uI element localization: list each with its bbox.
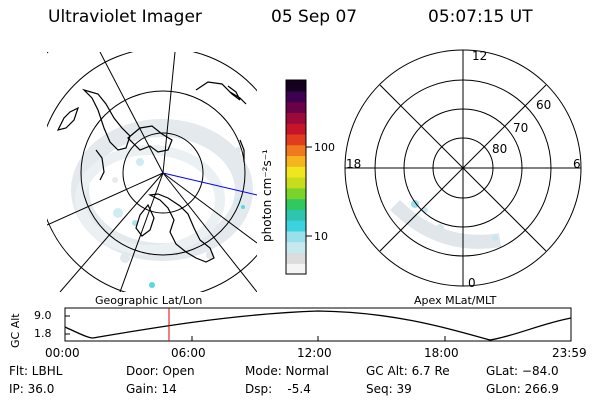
colorbar-swatch xyxy=(286,166,306,178)
colorbar-swatch xyxy=(286,155,306,167)
info-mode: Mode: Normal xyxy=(245,364,329,378)
colorbar-swatch xyxy=(286,112,306,124)
info-glon: GLon: 266.9 xyxy=(486,382,559,396)
mlt-lat-label-70: 70 xyxy=(513,121,529,135)
colorbar-tick-label-10: 10 xyxy=(314,230,328,243)
colorbar-swatch xyxy=(286,90,306,103)
colorbar-tick-label-100: 100 xyxy=(314,141,335,154)
time-label: 05:07:15 UT xyxy=(428,7,533,27)
altitude-curve xyxy=(64,310,572,341)
colorbar-swatch xyxy=(286,198,306,210)
colorbar-swatch xyxy=(286,144,306,157)
colorbar-swatch xyxy=(286,101,306,113)
colorbar xyxy=(285,79,312,275)
colorbar-swatch xyxy=(286,123,306,135)
altitude-xtick-2359: 23:59 xyxy=(552,346,587,360)
info-gain: Gain: 14 xyxy=(126,382,177,396)
geo-map-label: Geographic Lat/Lon xyxy=(95,294,203,307)
mlt-map xyxy=(344,49,582,287)
colorbar-swatch xyxy=(286,177,306,189)
colorbar-swatch xyxy=(286,241,306,254)
info-flt: Flt: LBHL xyxy=(9,364,63,378)
info-seq: Seq: 39 xyxy=(366,382,412,396)
altitude-xtick-0000: 00:00 xyxy=(45,346,80,360)
info-glat: GLat: −84.0 xyxy=(486,364,559,378)
colorbar-swatches xyxy=(286,80,306,275)
colorbar-swatch xyxy=(286,187,306,200)
geo-coastlines xyxy=(56,81,247,263)
date-label: 05 Sep 07 xyxy=(271,7,358,27)
info-door: Door: Open xyxy=(126,364,195,378)
info-dsp: Dsp: -5.4 xyxy=(245,382,311,396)
mlt-hour-label-right: 6 xyxy=(573,157,581,171)
info-gc-alt: GC Alt: 6.7 Re xyxy=(366,364,450,378)
altitude-ytick-high: 9.0 xyxy=(34,309,52,322)
altitude-xtick-1200: 12:00 xyxy=(297,346,332,360)
colorbar-swatch xyxy=(286,80,306,92)
altitude-plot-ylabel: GC Alt xyxy=(9,313,22,348)
mlt-hour-label-bottom: 0 xyxy=(468,276,476,290)
colorbar-swatch xyxy=(286,252,306,264)
altitude-xtick-0600: 06:00 xyxy=(171,346,206,360)
geo-latitude-circles xyxy=(47,52,257,292)
colorbar-swatch xyxy=(286,220,306,232)
mlt-hour-label-top: 12 xyxy=(472,49,488,63)
colorbar-unit-label: photon cm⁻²s⁻¹ xyxy=(260,149,274,242)
colorbar-swatch xyxy=(286,133,306,146)
altitude-ytick-low: 1.8 xyxy=(34,327,52,340)
mlt-map-label: Apex MLat/MLT xyxy=(414,294,497,307)
colorbar-swatch xyxy=(286,230,306,243)
colorbar-frame xyxy=(285,79,307,275)
colorbar-swatch xyxy=(286,209,306,221)
info-ip: IP: 36.0 xyxy=(9,382,55,396)
app-title: Ultraviolet Imager xyxy=(48,7,202,27)
geographic-map xyxy=(47,52,258,292)
geo-auroral-emission xyxy=(71,119,253,288)
mlt-hour-lines xyxy=(345,50,581,286)
geo-meridians xyxy=(47,52,257,292)
mlt-hour-label-left: 18 xyxy=(346,157,362,171)
sun-direction-line xyxy=(162,172,258,196)
mlt-lat-label-60: 60 xyxy=(536,98,552,112)
colorbar-swatch xyxy=(286,263,306,275)
altitude-xtick-1800: 18:00 xyxy=(424,346,459,360)
altitude-plot xyxy=(64,307,572,342)
mlt-lat-label-80: 80 xyxy=(492,142,508,156)
mlt-auroral-emission xyxy=(390,199,502,249)
